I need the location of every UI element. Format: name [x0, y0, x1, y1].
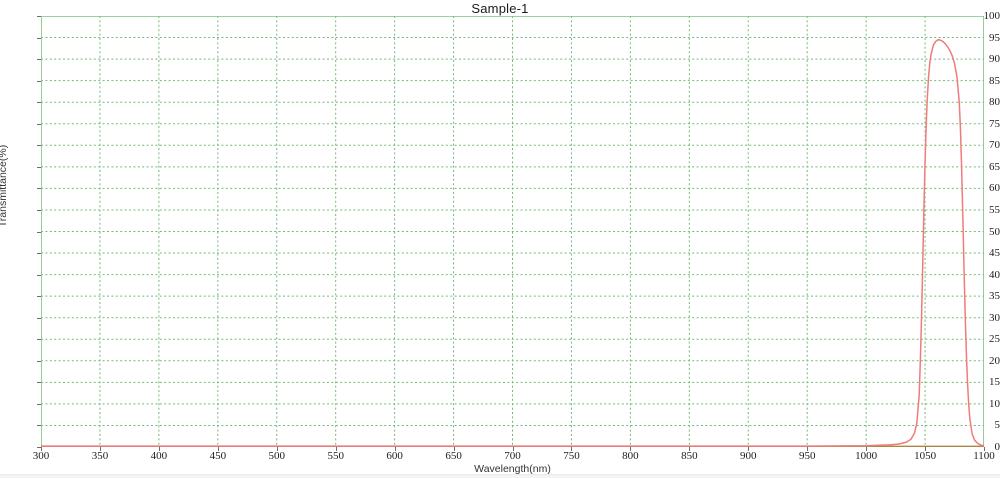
x-tick-label: 600 — [386, 450, 403, 462]
x-tick-mark — [571, 447, 573, 451]
x-tick-mark — [925, 447, 927, 451]
grid-layer — [41, 16, 984, 447]
chart-title: Sample-1 — [471, 1, 529, 16]
y-tick-mark — [37, 447, 41, 448]
x-tick-label: 650 — [445, 450, 462, 462]
x-tick-label: 1050 — [914, 450, 937, 462]
x-tick-label: 950 — [798, 450, 816, 462]
x-axis-title: Wavelength(nm) — [474, 463, 551, 475]
x-tick-mark — [217, 447, 219, 451]
bottom-strip — [0, 474, 1000, 478]
x-tick-label: 550 — [327, 450, 344, 462]
x-tick-label: 900 — [740, 450, 757, 462]
x-tick-mark — [394, 447, 396, 451]
x-tick-mark — [41, 447, 42, 451]
x-tick-label: 450 — [209, 450, 227, 462]
x-tick-label: 750 — [563, 450, 580, 462]
x-tick-mark — [630, 447, 632, 451]
x-tick-mark — [866, 447, 868, 451]
x-tick-label: 500 — [268, 450, 286, 462]
y-axis-title: Transmittance(%) — [0, 144, 9, 228]
x-tick-mark — [512, 447, 514, 451]
x-tick-mark — [99, 447, 101, 451]
x-tick-label: 850 — [681, 450, 698, 462]
series-layer — [41, 38, 984, 447]
x-tick-label: 400 — [150, 450, 168, 462]
x-tick-mark — [984, 447, 985, 451]
x-tick-mark — [453, 447, 455, 451]
x-tick-label: 350 — [91, 450, 109, 462]
x-tick-label: 1000 — [855, 450, 878, 462]
x-tick-mark — [158, 447, 160, 451]
x-tick-label: 700 — [504, 450, 521, 462]
x-tick-mark — [689, 447, 691, 451]
x-tick-mark — [807, 447, 809, 451]
x-tick-label: 800 — [622, 450, 639, 462]
x-tick-mark — [748, 447, 750, 451]
plot-area — [41, 16, 984, 447]
x-tick-label: 300 — [32, 450, 50, 462]
x-tick-mark — [276, 447, 278, 451]
x-tick-mark — [335, 447, 337, 451]
x-tick-label: 1100 — [973, 450, 995, 462]
